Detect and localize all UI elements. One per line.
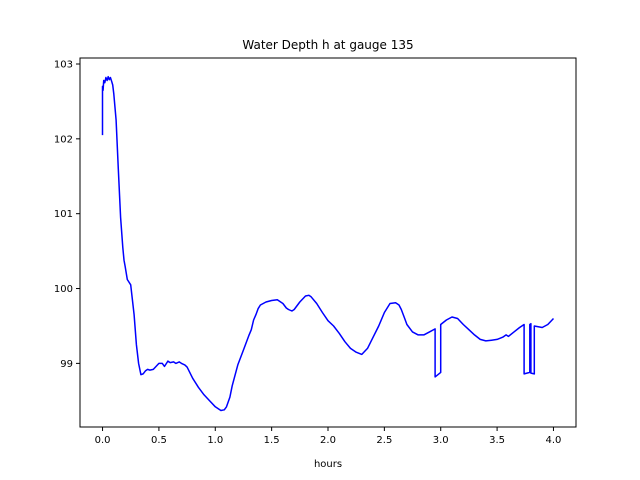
x-tick-label: 2.5 (376, 435, 392, 446)
y-tick-label: 102 (54, 134, 73, 145)
x-tick-label: 4.0 (546, 435, 562, 446)
series-line-1 (101, 75, 555, 412)
x-tick-label: 1.0 (207, 435, 223, 446)
x-tick-label: 3.0 (433, 435, 449, 446)
chart-title: Water Depth h at gauge 135 (242, 38, 413, 52)
x-tick-label: 0.0 (95, 435, 111, 446)
x-axis-label: hours (314, 459, 342, 470)
y-tick-label: 103 (54, 59, 73, 70)
plot-area: 0.0 0.5 1.0 1.5 2.0 2.5 3.0 3.5 4.0 99 100 101 102 10… (54, 57, 577, 446)
y-tick-label: 101 (54, 209, 73, 220)
x-tick-label: 3.5 (489, 435, 505, 446)
x-tick-label: 0.5 (151, 435, 167, 446)
y-tick-label: 99 (60, 359, 73, 370)
y-tick-label: 100 (54, 284, 73, 295)
x-tick-label: 1.5 (264, 435, 280, 446)
x-tick-label: 2.0 (320, 435, 336, 446)
